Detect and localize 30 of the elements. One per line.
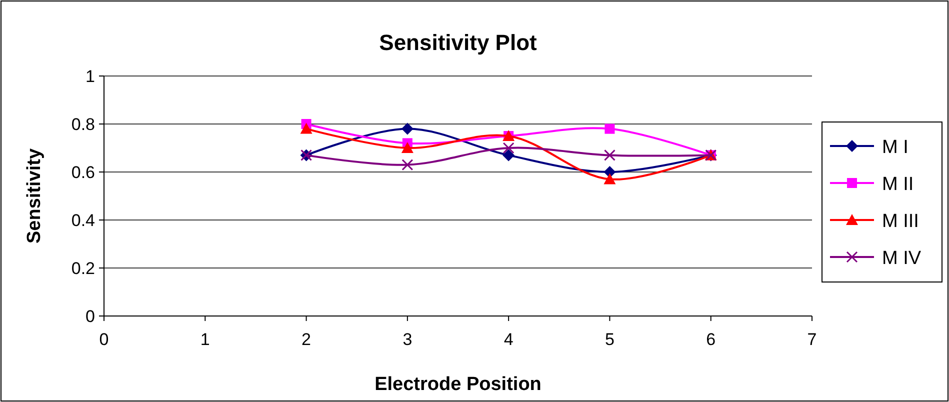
- x-tick-label: 5: [604, 330, 614, 349]
- y-tick-label: 0: [86, 307, 95, 326]
- x-tick-label: 6: [706, 330, 716, 349]
- y-axis-title: Sensitivity: [24, 148, 45, 244]
- legend-label: M IV: [882, 248, 922, 269]
- point: [300, 122, 312, 134]
- x-tick-label: 2: [302, 330, 312, 349]
- y-tick-label: 0.2: [71, 259, 95, 278]
- point: [604, 124, 615, 134]
- point: [502, 149, 515, 162]
- legend-label: M II: [882, 174, 914, 195]
- point: [604, 173, 616, 184]
- y-tick-label: 0.8: [71, 115, 95, 134]
- legend-label: M III: [882, 211, 919, 232]
- point: [401, 142, 414, 153]
- y-tick-label: 1: [86, 67, 95, 86]
- point: [604, 149, 616, 161]
- chart-title: Sensitivity Plot: [379, 30, 538, 55]
- point: [502, 142, 514, 154]
- point: [402, 159, 414, 171]
- x-tick-label: 3: [402, 330, 412, 349]
- y-tick-label: 0.4: [71, 211, 95, 230]
- x-axis-title: Electrode Position: [374, 374, 542, 395]
- x-tick-label: 4: [504, 330, 514, 349]
- y-tick-label: 0.6: [71, 163, 95, 182]
- point: [401, 122, 414, 135]
- x-tick-label: 0: [99, 330, 109, 349]
- legend-label: M I: [882, 137, 908, 158]
- x-tick-label: 7: [807, 330, 817, 349]
- x-tick-label: 1: [200, 330, 210, 349]
